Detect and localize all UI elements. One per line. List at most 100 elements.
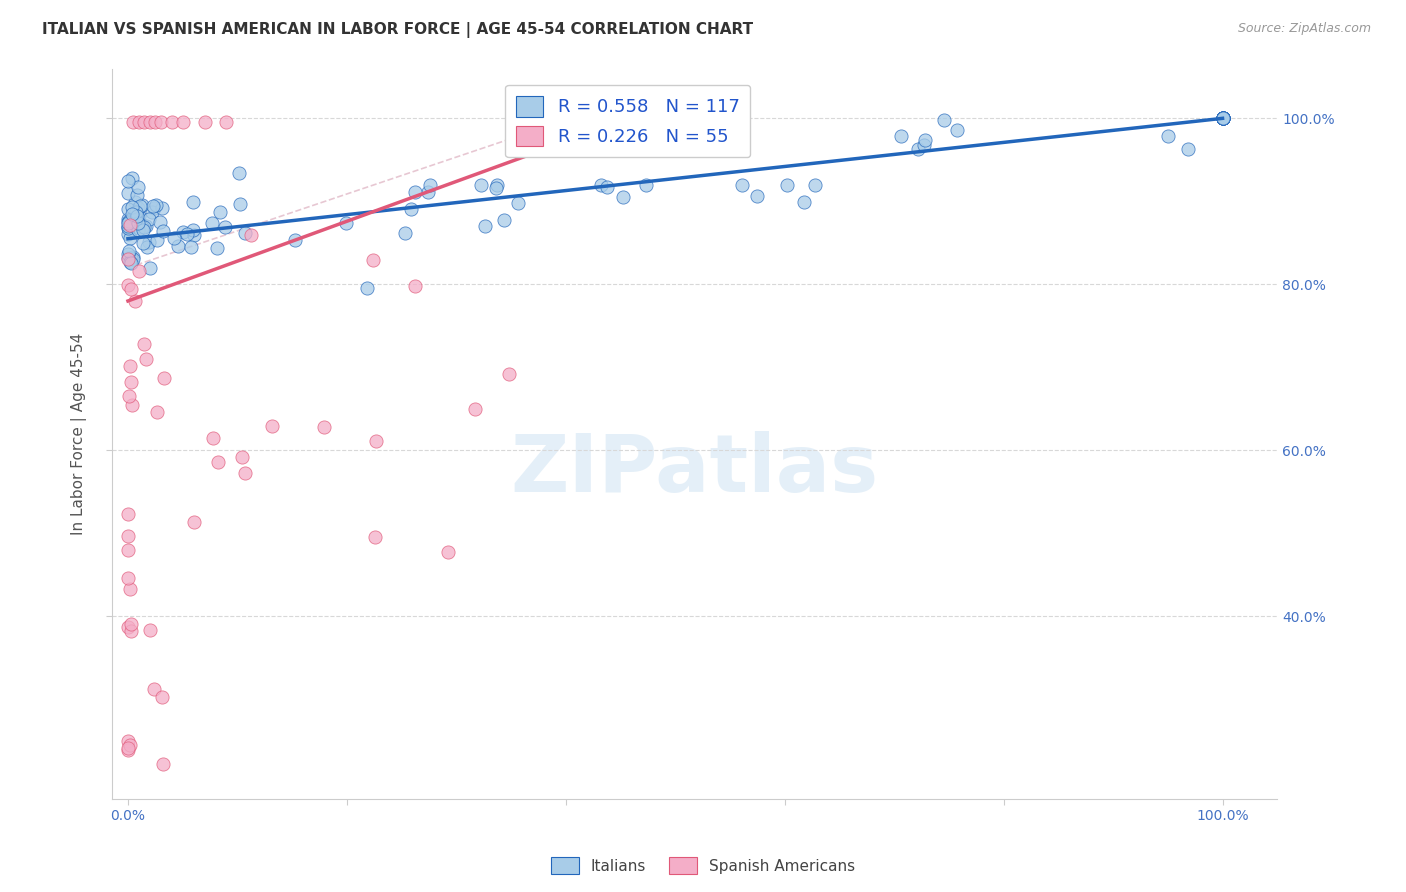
Point [1212,112,1234,126]
Point [394,226,416,240]
Point [117,219,139,233]
Point [118,359,141,373]
Point [262,419,284,434]
Point [132,223,155,237]
Point [118,582,141,596]
Point [122,115,145,129]
Text: ZIPatlas: ZIPatlas [510,432,879,509]
Point [745,189,768,203]
Point [200,216,222,230]
Point [176,227,198,242]
Point [419,178,441,192]
Point [229,197,252,211]
Point [118,254,141,268]
Point [793,195,815,210]
Point [470,178,492,192]
Point [128,115,150,129]
Point [404,185,426,199]
Point [131,198,153,212]
Point [139,623,162,637]
Point [404,278,426,293]
Point [141,205,163,219]
Point [596,180,619,194]
Point [312,419,335,434]
Point [117,202,139,217]
Point [233,466,256,480]
Point [1212,112,1234,126]
Point [464,401,486,416]
Point [118,215,141,229]
Point [418,185,440,199]
Point [146,405,169,419]
Point [121,200,143,214]
Point [127,216,149,230]
Point [121,398,143,412]
Point [181,195,204,210]
Point [131,220,153,235]
Point [125,207,148,221]
Point [134,219,156,234]
Point [117,620,139,634]
Point [131,235,153,250]
Point [121,207,143,221]
Point [117,227,139,241]
Point [364,530,387,544]
Point [127,215,149,229]
Point [134,115,156,129]
Point [731,178,754,192]
Point [1212,112,1234,126]
Point [121,170,143,185]
Legend: R = 0.558   N = 117, R = 0.226   N = 55: R = 0.558 N = 117, R = 0.226 N = 55 [505,85,751,157]
Point [117,186,139,201]
Point [118,231,141,245]
Point [142,201,165,215]
Point [132,337,155,351]
Point [364,434,387,448]
Point [150,690,173,705]
Point [167,239,190,253]
Point [233,226,256,240]
Point [120,375,142,389]
Point [117,174,139,188]
Point [145,198,167,212]
Point [361,252,384,267]
Point [492,212,515,227]
Point [121,211,143,226]
Point [139,115,162,129]
Point [120,255,142,269]
Point [128,209,150,223]
Point [122,252,145,267]
Point [194,115,217,129]
Point [1212,112,1234,126]
Point [474,219,496,233]
Point [118,213,141,227]
Point [914,133,936,147]
Point [163,231,186,245]
Point [1212,112,1234,126]
Point [125,209,148,223]
Point [172,225,194,239]
Point [136,240,159,254]
Point [117,247,139,261]
Text: Source: ZipAtlas.com: Source: ZipAtlas.com [1237,22,1371,36]
Point [907,142,929,156]
Point [207,241,229,255]
Point [160,115,183,129]
Point [127,187,149,202]
Point [117,215,139,229]
Point [143,682,166,697]
Point [127,223,149,237]
Point [124,194,146,209]
Point [135,351,157,366]
Point [498,368,520,382]
Point [131,218,153,232]
Point [485,181,508,195]
Point [117,211,139,226]
Point [118,738,141,752]
Point [228,166,250,180]
Point [1212,112,1234,126]
Point [124,293,146,308]
Point [149,115,172,129]
Point [183,227,205,242]
Point [135,219,157,233]
